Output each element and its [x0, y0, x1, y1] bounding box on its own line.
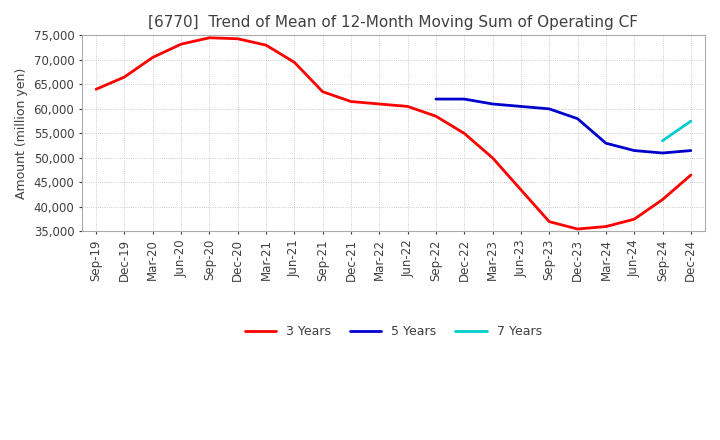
3 Years	[431, 114, 440, 119]
Y-axis label: Amount (million yen): Amount (million yen)	[15, 68, 28, 199]
3 Years	[573, 226, 582, 231]
3 Years	[460, 131, 469, 136]
3 Years	[630, 216, 639, 222]
7 Years	[658, 138, 667, 143]
5 Years	[630, 148, 639, 153]
5 Years	[516, 104, 525, 109]
3 Years	[261, 43, 270, 48]
Line: 3 Years: 3 Years	[96, 38, 690, 229]
3 Years	[290, 60, 299, 65]
3 Years	[516, 187, 525, 192]
3 Years	[346, 99, 355, 104]
3 Years	[318, 89, 327, 94]
5 Years	[601, 140, 610, 146]
5 Years	[545, 106, 554, 111]
3 Years	[488, 155, 497, 161]
3 Years	[120, 74, 129, 80]
3 Years	[205, 35, 214, 40]
5 Years	[573, 116, 582, 121]
3 Years	[233, 36, 242, 41]
5 Years	[431, 96, 440, 102]
5 Years	[658, 150, 667, 156]
3 Years	[601, 224, 610, 229]
3 Years	[176, 41, 185, 47]
Title: [6770]  Trend of Mean of 12-Month Moving Sum of Operating CF: [6770] Trend of Mean of 12-Month Moving …	[148, 15, 639, 30]
3 Years	[403, 104, 412, 109]
5 Years	[686, 148, 695, 153]
Line: 5 Years: 5 Years	[436, 99, 690, 153]
Legend: 3 Years, 5 Years, 7 Years: 3 Years, 5 Years, 7 Years	[240, 320, 546, 343]
3 Years	[658, 197, 667, 202]
7 Years	[686, 118, 695, 124]
3 Years	[545, 219, 554, 224]
3 Years	[148, 55, 157, 60]
3 Years	[91, 87, 100, 92]
3 Years	[686, 172, 695, 178]
Line: 7 Years: 7 Years	[662, 121, 690, 141]
3 Years	[375, 101, 384, 106]
5 Years	[488, 101, 497, 106]
5 Years	[460, 96, 469, 102]
